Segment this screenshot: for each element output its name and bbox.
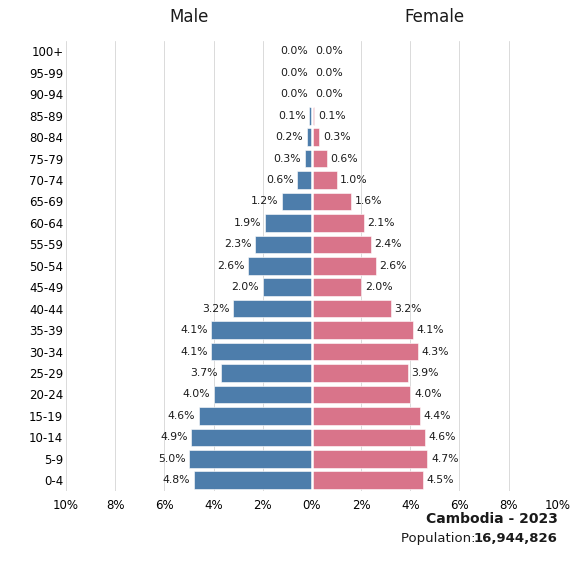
Bar xyxy=(312,235,371,253)
Text: Population:: Population: xyxy=(401,532,480,545)
Bar xyxy=(191,429,312,446)
Bar xyxy=(312,343,417,360)
Text: 2.0%: 2.0% xyxy=(232,282,259,292)
Bar xyxy=(265,214,312,232)
Text: 4.7%: 4.7% xyxy=(431,454,459,464)
Text: 4.5%: 4.5% xyxy=(426,475,454,485)
Text: Female: Female xyxy=(405,8,465,26)
Text: Cambodia - 2023: Cambodia - 2023 xyxy=(426,512,558,526)
Text: 3.9%: 3.9% xyxy=(412,368,439,378)
Bar xyxy=(312,450,427,468)
Bar xyxy=(312,278,361,296)
Text: 4.4%: 4.4% xyxy=(424,411,451,421)
Text: 0.0%: 0.0% xyxy=(316,89,343,99)
Text: 3.7%: 3.7% xyxy=(190,368,217,378)
Text: 0.0%: 0.0% xyxy=(281,46,308,56)
Text: 4.1%: 4.1% xyxy=(180,347,208,357)
Text: Male: Male xyxy=(170,8,209,26)
Text: 4.6%: 4.6% xyxy=(168,411,195,421)
Bar xyxy=(312,193,351,210)
Bar xyxy=(189,450,312,468)
Bar xyxy=(221,364,312,382)
Text: 2.1%: 2.1% xyxy=(367,218,395,228)
Text: 3.2%: 3.2% xyxy=(202,304,229,314)
Text: 4.3%: 4.3% xyxy=(421,347,449,357)
Bar xyxy=(312,300,390,317)
Text: 0.1%: 0.1% xyxy=(318,111,346,121)
Text: 1.2%: 1.2% xyxy=(251,196,279,206)
Text: 4.6%: 4.6% xyxy=(429,432,456,442)
Text: 4.8%: 4.8% xyxy=(163,475,190,485)
Text: 0.2%: 0.2% xyxy=(275,132,304,142)
Bar xyxy=(312,386,411,403)
Bar xyxy=(211,321,312,339)
Text: 0.6%: 0.6% xyxy=(331,153,358,164)
Text: 4.1%: 4.1% xyxy=(416,325,444,335)
Text: 4.9%: 4.9% xyxy=(160,432,188,442)
Bar xyxy=(312,150,327,167)
Text: 0.0%: 0.0% xyxy=(281,68,308,78)
Bar xyxy=(211,343,312,360)
Text: 2.0%: 2.0% xyxy=(365,282,392,292)
Bar xyxy=(312,364,408,382)
Text: 0.3%: 0.3% xyxy=(273,153,301,164)
Bar xyxy=(312,214,363,232)
Text: 0.1%: 0.1% xyxy=(278,111,306,121)
Text: 4.0%: 4.0% xyxy=(414,389,442,400)
Text: 4.0%: 4.0% xyxy=(182,389,210,400)
Bar xyxy=(305,150,312,167)
Bar xyxy=(312,407,420,425)
Text: 1.0%: 1.0% xyxy=(340,175,368,185)
Bar xyxy=(312,471,423,489)
Bar xyxy=(312,107,315,124)
Text: 5.0%: 5.0% xyxy=(158,454,185,464)
Bar xyxy=(199,407,312,425)
Text: 4.1%: 4.1% xyxy=(180,325,208,335)
Bar xyxy=(307,128,312,146)
Text: 0.3%: 0.3% xyxy=(323,132,351,142)
Bar xyxy=(282,193,312,210)
Bar xyxy=(309,107,312,124)
Bar xyxy=(194,471,312,489)
Bar xyxy=(312,128,319,146)
Bar xyxy=(248,257,312,275)
Text: 2.6%: 2.6% xyxy=(217,261,244,271)
Text: 0.0%: 0.0% xyxy=(316,68,343,78)
Bar xyxy=(255,235,312,253)
Bar xyxy=(312,257,376,275)
Text: PopulationPyramid.net: PopulationPyramid.net xyxy=(17,548,190,561)
Text: 2.4%: 2.4% xyxy=(375,239,402,249)
Bar xyxy=(214,386,312,403)
Bar xyxy=(233,300,312,317)
Text: 2.3%: 2.3% xyxy=(224,239,252,249)
Text: 3.2%: 3.2% xyxy=(394,304,422,314)
Bar xyxy=(312,171,336,189)
Bar xyxy=(263,278,312,296)
Text: 1.6%: 1.6% xyxy=(355,196,382,206)
Bar xyxy=(297,171,312,189)
Text: 1.9%: 1.9% xyxy=(234,218,262,228)
Text: 0.0%: 0.0% xyxy=(316,46,343,56)
Bar xyxy=(312,429,425,446)
Bar xyxy=(312,321,413,339)
Text: 16,944,826: 16,944,826 xyxy=(474,532,558,545)
Text: 0.0%: 0.0% xyxy=(281,89,308,99)
Text: 0.6%: 0.6% xyxy=(266,175,293,185)
Text: 2.6%: 2.6% xyxy=(380,261,407,271)
